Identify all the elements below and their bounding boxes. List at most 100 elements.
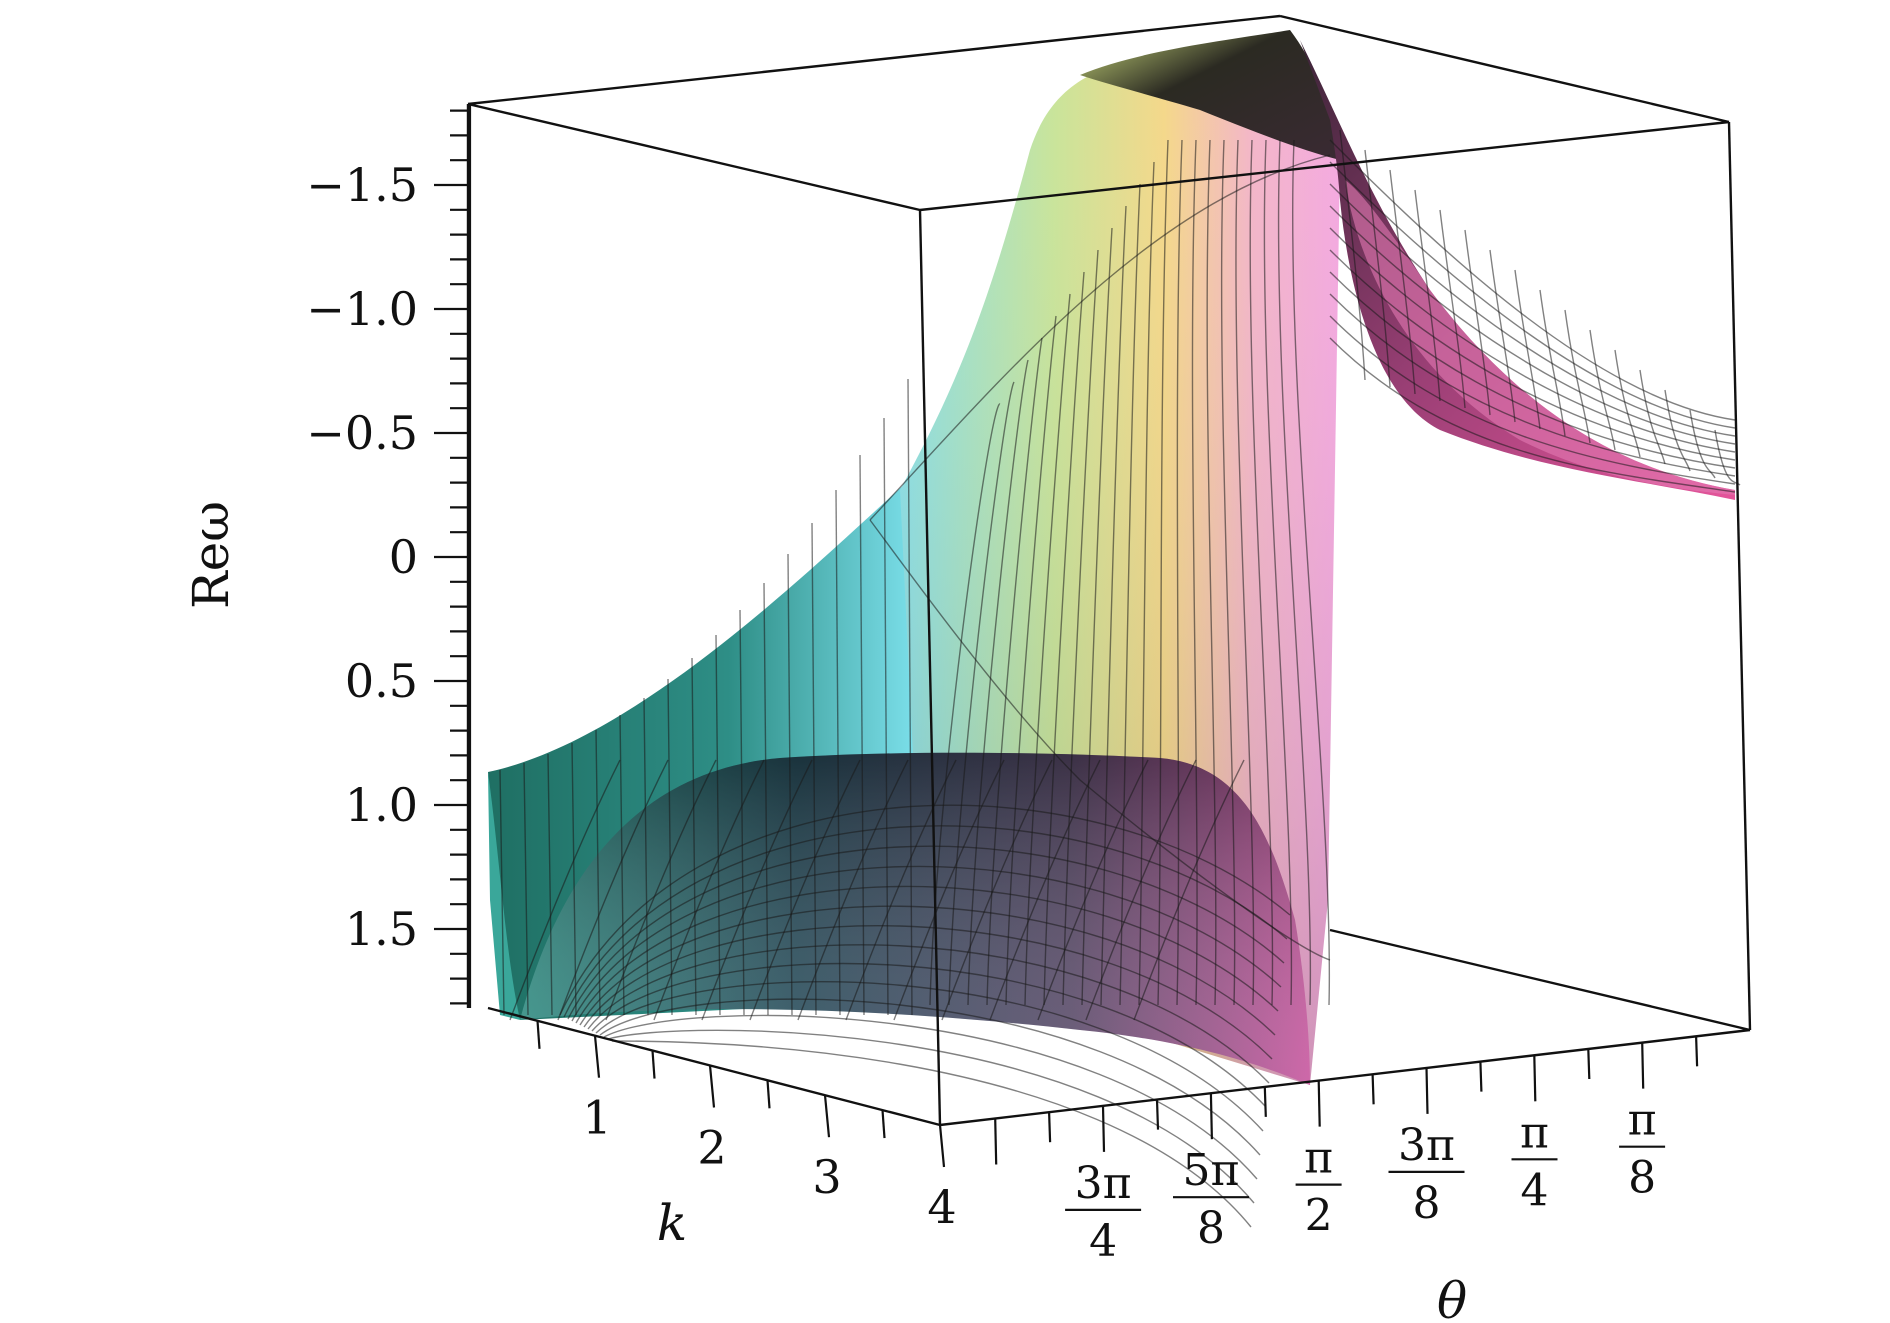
- mesh-line: [563, 825, 1288, 1018]
- k-tick-label: 3: [812, 1150, 841, 1204]
- mesh-line: [1037, 759, 1149, 1021]
- theta-tick-label: π4: [1511, 1107, 1558, 1216]
- mesh-line: [1514, 269, 1541, 430]
- k-minor-tick: [536, 1020, 541, 1049]
- theta-tick-numerator: π: [1520, 1107, 1549, 1158]
- surface-mesh: [499, 129, 1741, 1228]
- k-minor-tick: [651, 1050, 656, 1079]
- theta-tick-label: 3π8: [1388, 1120, 1465, 1229]
- mesh-line: [1329, 227, 1736, 453]
- mesh-line: [605, 759, 717, 1021]
- theta-tick-label: 5π8: [1173, 1145, 1249, 1254]
- mesh-line: [941, 759, 1053, 1021]
- theta-major-tick: [1209, 1093, 1213, 1140]
- z-axis-title: Reω: [182, 501, 240, 609]
- mesh-line: [559, 804, 1291, 1016]
- surface-top-back: [1080, 30, 1340, 160]
- mesh-line: [591, 962, 1267, 1108]
- mesh-line: [701, 759, 813, 1021]
- mesh-line: [1329, 337, 1736, 493]
- mesh-line: [1043, 271, 1085, 1006]
- k-major-tick: [938, 1124, 946, 1168]
- mesh-line: [811, 522, 817, 1016]
- k-axis-title: k: [657, 1194, 687, 1252]
- mesh-line: [893, 759, 1005, 1021]
- mesh-line: [611, 1040, 1252, 1228]
- mesh-line: [1220, 139, 1236, 1006]
- mesh-line: [787, 553, 793, 1016]
- mesh-line: [1329, 315, 1736, 485]
- theta-minor-tick: [1048, 1112, 1052, 1143]
- box-front-edges: [467, 102, 1752, 1127]
- mesh-line: [1639, 369, 1666, 465]
- mesh-line: [1589, 329, 1616, 451]
- theta-tick-numerator: 5π: [1183, 1145, 1240, 1196]
- theta-minor-tick: [1479, 1061, 1483, 1092]
- mesh-line: [1235, 139, 1255, 1006]
- k-minor-tick: [766, 1080, 771, 1109]
- mesh-line: [1133, 759, 1245, 1021]
- mesh-line: [715, 634, 721, 1016]
- k-tick-label: 4: [927, 1180, 956, 1234]
- mesh-line: [557, 759, 669, 1021]
- k-major-tick: [593, 1035, 601, 1078]
- mesh-line: [1329, 183, 1736, 437]
- surface-right-tail: [1300, 40, 1735, 500]
- mesh-line: [571, 865, 1282, 1022]
- mesh-line: [691, 657, 697, 1016]
- mesh-line: [739, 609, 745, 1016]
- z-tick-label: 1.5: [345, 902, 418, 956]
- theta-axis-title: θ: [1437, 1272, 1467, 1323]
- theta-tick-denominator: 8: [1413, 1178, 1441, 1229]
- mesh-line: [1329, 205, 1736, 445]
- z-tick-label: −0.5: [306, 406, 418, 460]
- mesh-line: [749, 759, 861, 1021]
- theta-major-tick: [994, 1118, 998, 1165]
- mesh-line: [1024, 293, 1071, 1006]
- mesh-line: [1564, 309, 1591, 444]
- z-tick-label: −1.5: [306, 158, 418, 212]
- theta-tick-denominator: 8: [1197, 1203, 1225, 1254]
- mesh-line: [1249, 139, 1274, 1006]
- mesh-line: [653, 759, 765, 1021]
- theta-tick-label: π8: [1619, 1095, 1666, 1204]
- theta-tick-numerator: π: [1304, 1133, 1333, 1184]
- mesh-line: [845, 759, 957, 1021]
- mesh-line: [571, 742, 577, 1016]
- mesh-line: [547, 753, 553, 1016]
- mesh-line: [587, 944, 1270, 1084]
- mesh-line: [1157, 139, 1169, 1006]
- theta-minor-tick: [1695, 1036, 1699, 1067]
- theta-major-tick: [1101, 1105, 1106, 1152]
- theta-minor-tick: [1587, 1048, 1591, 1080]
- theta-minor-tick: [1155, 1099, 1160, 1130]
- theta-tick-denominator: 4: [1089, 1216, 1117, 1267]
- mesh-line: [603, 1014, 1258, 1180]
- mesh-line: [607, 1029, 1255, 1204]
- k-major-tick: [823, 1095, 831, 1138]
- mesh-line: [763, 582, 769, 1016]
- mesh-line: [1489, 249, 1516, 423]
- k-major-tick: [708, 1065, 716, 1108]
- z-axis: −1.5 −1.0 −0.5 0 0.5 1.0 1.5: [306, 104, 472, 1008]
- mesh-line: [1085, 759, 1197, 1021]
- mesh-line: [1329, 139, 1736, 421]
- theta-tick-label: 3π4: [1065, 1158, 1142, 1267]
- mesh-line: [509, 759, 621, 1021]
- k-axis: 1 2 3 4: [536, 1020, 957, 1234]
- theta-major-tick: [1425, 1067, 1429, 1114]
- mesh-line: [989, 759, 1101, 1021]
- z-tick-label: −1.0: [306, 282, 418, 336]
- mesh-line: [567, 845, 1285, 1020]
- k-minor-tick: [881, 1110, 886, 1139]
- theta-minor-tick: [1263, 1086, 1267, 1117]
- theta-tick-numerator: 3π: [1398, 1120, 1455, 1171]
- theta-tick-numerator: π: [1628, 1095, 1657, 1146]
- mesh-line: [797, 759, 909, 1021]
- mesh-line: [869, 519, 1331, 961]
- mesh-line: [1277, 139, 1312, 1006]
- mesh-line: [499, 769, 505, 1016]
- theta-tick-denominator: 2: [1305, 1191, 1333, 1242]
- mesh-line: [595, 729, 601, 1016]
